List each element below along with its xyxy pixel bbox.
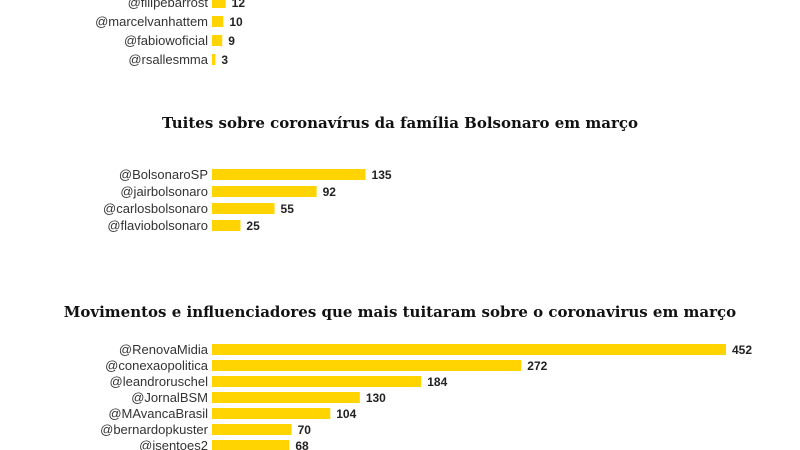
bar xyxy=(212,169,366,180)
bar xyxy=(212,35,223,46)
value-label: 10 xyxy=(229,15,243,29)
chart-title-influencers: Movimentos e influenciadores que mais tu… xyxy=(64,303,736,321)
category-label: @jairbolsonaro xyxy=(120,184,208,199)
value-label: 9 xyxy=(228,34,235,48)
category-label: @carlosbolsonaro xyxy=(103,201,208,216)
category-label: @filipebarrost xyxy=(128,0,209,10)
value-label: 55 xyxy=(281,202,295,216)
bar xyxy=(212,0,226,8)
bar xyxy=(212,392,360,403)
value-label: 135 xyxy=(372,168,392,182)
value-label: 272 xyxy=(527,359,547,373)
category-label: @flaviobolsonaro xyxy=(107,218,208,233)
value-label: 184 xyxy=(427,375,447,389)
value-label: 92 xyxy=(323,185,337,199)
category-label: @marcelvanhattem xyxy=(95,14,208,29)
category-label: @conexaopolitica xyxy=(105,358,209,373)
bar xyxy=(212,344,726,355)
bar xyxy=(212,220,241,231)
category-label: @fabiowoficial xyxy=(124,33,208,48)
value-label: 130 xyxy=(366,391,386,405)
bar xyxy=(212,186,317,197)
category-label: @JornalBSM xyxy=(131,390,208,405)
value-label: 68 xyxy=(295,439,309,450)
bar xyxy=(212,203,275,214)
category-label: @BolsonaroSP xyxy=(119,167,208,182)
bar-group: @filipebarrost 12 @marcelvanhattem 10 @fabio… xyxy=(95,0,752,450)
value-label: 452 xyxy=(732,343,752,357)
bar xyxy=(212,360,522,371)
value-label: 12 xyxy=(232,0,246,10)
category-label: @rsallesmma xyxy=(128,52,208,67)
chart-title-bolsonaro-family: Tuites sobre coronavírus da família Bols… xyxy=(162,114,638,132)
value-label: 104 xyxy=(336,407,356,421)
bar xyxy=(212,424,292,435)
category-label: @isentoes2 xyxy=(139,438,208,450)
value-label: 3 xyxy=(221,53,228,67)
bar xyxy=(212,54,216,65)
bar xyxy=(212,408,331,419)
category-label: @bernardopkuster xyxy=(100,422,209,437)
category-label: @RenovaMidia xyxy=(119,342,209,357)
category-label: @MAvancaBrasil xyxy=(108,406,208,421)
value-label: 70 xyxy=(298,423,312,437)
category-label: @leandroruschel xyxy=(110,374,209,389)
bar xyxy=(212,376,422,387)
bar xyxy=(212,16,224,27)
bar xyxy=(212,440,290,450)
value-label: 25 xyxy=(246,219,260,233)
